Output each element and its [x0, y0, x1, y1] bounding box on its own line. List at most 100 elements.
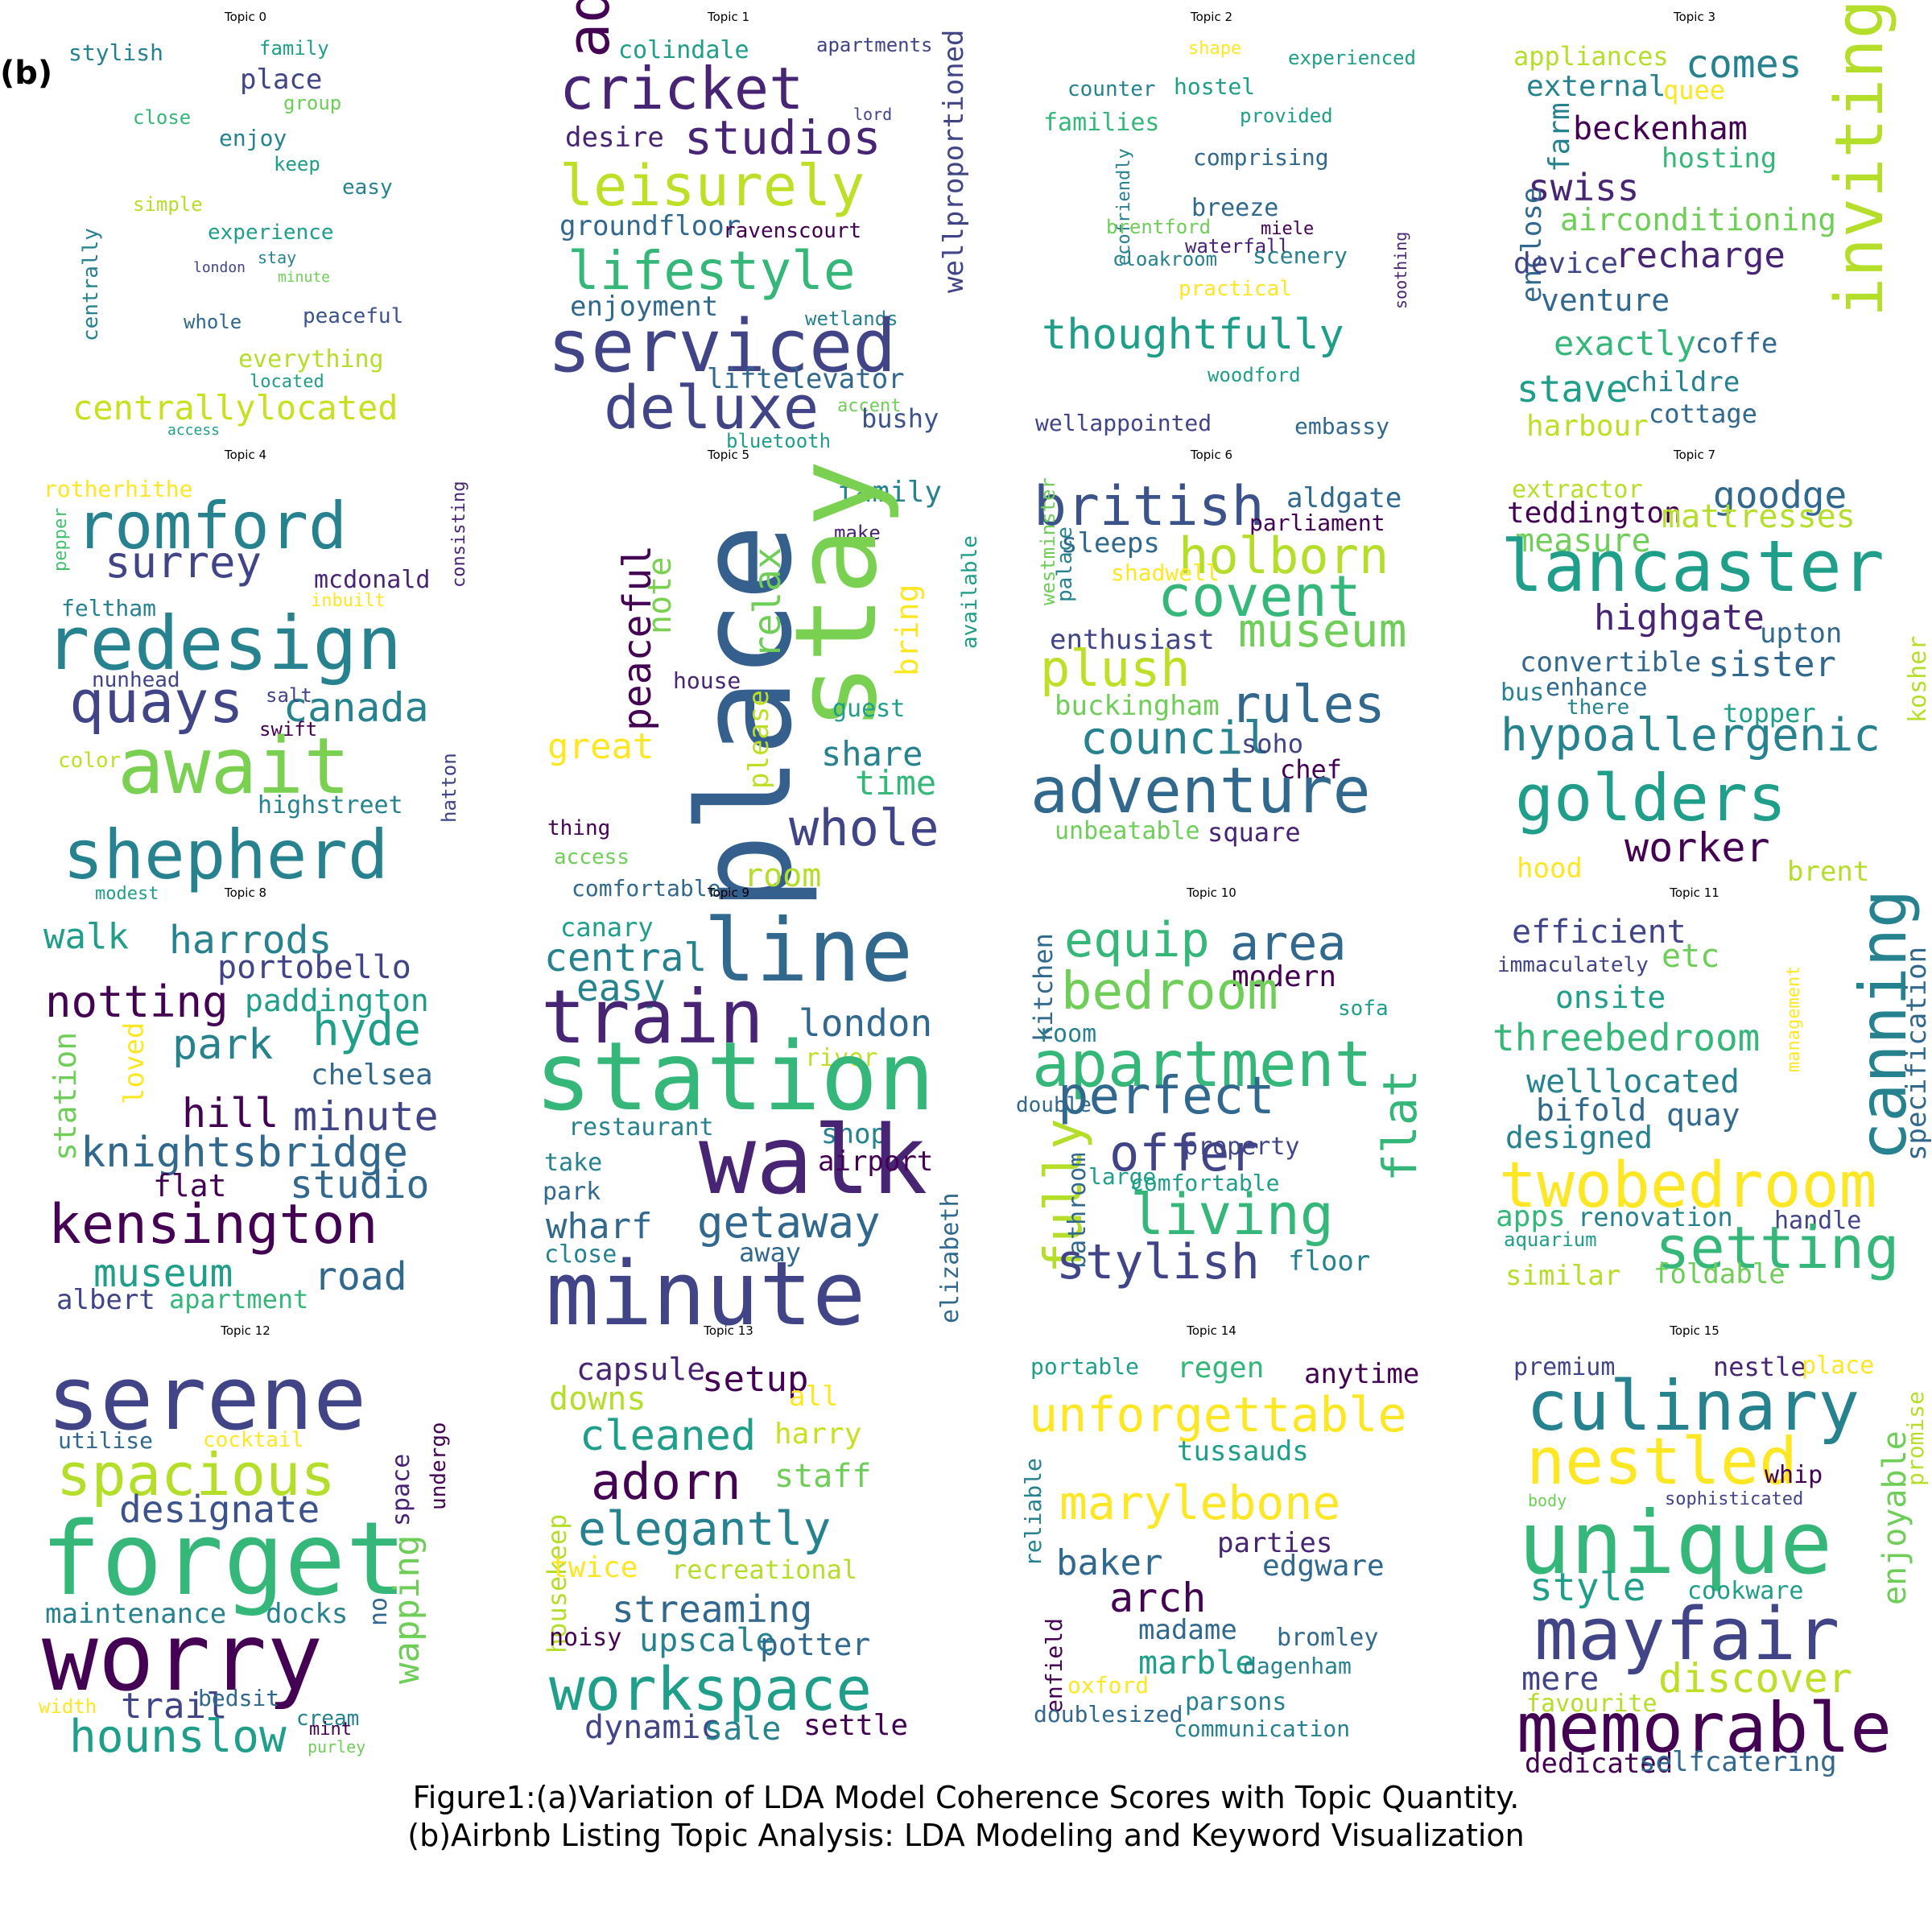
cloud-word: designate	[119, 1488, 320, 1531]
cloud-word: beckenham	[1573, 110, 1748, 147]
cloud-word: apartment	[1032, 1029, 1373, 1101]
cloud-word: enthusiast	[1050, 624, 1215, 656]
cloud-word: miele	[1261, 219, 1315, 239]
cloud-word: trail	[121, 1686, 228, 1727]
cloud-word: chef	[1280, 754, 1343, 785]
word-cloud: serene utilise cocktail space undergo spaciou…	[32, 1341, 459, 1760]
cloud-word: venture	[1541, 283, 1670, 318]
cloud-word: golders	[1515, 761, 1787, 836]
cloud-word: serviced	[547, 304, 897, 389]
cloud-word: restaurant	[568, 1113, 714, 1141]
cloud-word: wetlands	[805, 308, 898, 330]
cloud-word: colindale	[618, 36, 749, 64]
cloud-word: docks	[266, 1598, 349, 1630]
cloud-word: renovation	[1578, 1202, 1733, 1232]
cloud-word: quay	[1666, 1097, 1740, 1133]
cloud-word: discover	[1658, 1655, 1852, 1702]
cloud-word: sister	[1708, 644, 1836, 685]
cloud-word: stylish	[68, 39, 164, 66]
topic-panel-15: Topic 15 premium nestle place culinary promis…	[1481, 1323, 1929, 1778]
cloud-word: albert	[56, 1284, 155, 1316]
cloud-word: bluetooth	[726, 430, 832, 452]
topic-title: Topic 12	[221, 1323, 270, 1338]
cloud-word: aquarium	[1504, 1228, 1597, 1251]
cloud-word: width	[39, 1695, 97, 1718]
cloud-word: sale	[704, 1711, 782, 1748]
cloud-word: romford	[76, 489, 348, 564]
cloud-word: modern	[1232, 960, 1337, 993]
cloud-word: close	[133, 106, 192, 129]
cloud-word: comprising	[1193, 144, 1329, 171]
cloud-word: baker	[1056, 1542, 1163, 1583]
cloud-word: stay	[771, 459, 902, 731]
cloud-word: enjoy	[219, 125, 287, 151]
cloud-word: central	[544, 935, 708, 980]
cloud-word: unforgettable	[1029, 1387, 1407, 1443]
cloud-word: apps	[1496, 1200, 1566, 1233]
caption-line-1: Figure1:(a)Variation of LDA Model Cohere…	[412, 1780, 1520, 1815]
cloud-word: practical	[1179, 277, 1292, 301]
topic-title: Topic 14	[1187, 1323, 1236, 1338]
word-cloud: premium nestle place culinary promise nestled…	[1481, 1341, 1929, 1778]
cloud-word: hostel	[1174, 73, 1256, 100]
cloud-word: hill	[182, 1090, 279, 1137]
word-cloud: british aldgate parliament westminster sleep…	[998, 465, 1425, 874]
topic-panel-6: Topic 6 british aldgate parliament westminst…	[998, 448, 1425, 874]
cloud-word: equip	[1064, 912, 1210, 968]
cloud-word: station	[47, 1031, 83, 1161]
cloud-word: setup	[702, 1359, 809, 1400]
cloud-word: dagenham	[1243, 1653, 1352, 1679]
cloud-word: recharge	[1615, 235, 1785, 276]
topic-panel-5: Topic 5 family make place peaceful note stay re…	[515, 448, 982, 911]
cloud-word: favourite	[1526, 1690, 1657, 1718]
cloud-word: cottage	[1649, 398, 1757, 429]
word-cloud: stylish family place group close enjoy keep eas…	[32, 27, 459, 438]
cloud-word: twobedroom	[1499, 1150, 1877, 1222]
cloud-word: device	[1513, 247, 1619, 280]
cloud-word: immaculately	[1497, 953, 1649, 977]
cloud-word: palace	[1053, 526, 1077, 602]
cloud-word: adjustable	[555, 0, 622, 58]
word-cloud: rotherhithe romford pepper surrey consisting…	[32, 465, 469, 903]
cloud-word: topper	[1723, 698, 1816, 729]
cloud-word: goodge	[1713, 473, 1847, 517]
cloud-word: purley	[308, 1737, 366, 1757]
cloud-word: dynamic	[584, 1709, 720, 1746]
cloud-word: swift	[259, 718, 318, 741]
cloud-word: mcdonald	[314, 566, 431, 594]
cloud-word: recreational	[671, 1554, 858, 1585]
cloud-word: shadwell	[1111, 559, 1220, 586]
cloud-word: brent	[1787, 856, 1870, 888]
cloud-word: chelsea	[311, 1059, 433, 1092]
cloud-word: handle	[1774, 1207, 1862, 1235]
cloud-word: apartment	[169, 1284, 309, 1315]
cloud-word: make	[834, 522, 881, 544]
cloud-word: teddington	[1507, 497, 1682, 530]
cloud-word: quee	[1663, 75, 1726, 105]
cloud-word: onsite	[1555, 980, 1666, 1015]
cloud-word: foldable	[1653, 1258, 1785, 1290]
cloud-word: color	[58, 749, 122, 773]
topic-panel-8: Topic 8 walk harrods portobello notting paddi…	[32, 886, 459, 1316]
cloud-word: covent	[1158, 564, 1361, 630]
cloud-word: counter	[1067, 77, 1156, 101]
topic-panel-10: Topic 10 equip area kitchen modern bedroom sof…	[998, 886, 1427, 1312]
cloud-word: shape	[1188, 39, 1242, 59]
cloud-word: utilise	[58, 1427, 154, 1454]
cloud-word: note	[642, 556, 679, 634]
cloud-word: guest	[832, 695, 906, 723]
cloud-word: culinary	[1526, 1366, 1860, 1447]
cloud-word: worry	[42, 1604, 324, 1712]
cloud-word: london	[193, 259, 246, 276]
cloud-word: sophisticated	[1665, 1489, 1804, 1509]
topic-title: Topic 10	[1187, 886, 1236, 900]
topic-title: Topic 13	[704, 1323, 753, 1338]
cloud-word: ravenscourt	[723, 219, 862, 243]
cloud-word: madame	[1138, 1614, 1237, 1646]
cloud-word: canary	[560, 912, 654, 943]
cloud-word: train	[541, 974, 764, 1060]
cloud-word: away	[739, 1237, 802, 1268]
cloud-word: everything	[238, 345, 384, 374]
cloud-word: liftelevator	[707, 363, 905, 395]
cloud-word: airconditioning	[1560, 202, 1837, 237]
